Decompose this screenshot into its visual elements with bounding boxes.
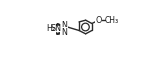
Text: N: N (61, 28, 67, 37)
Text: H₂N: H₂N (46, 24, 61, 33)
Text: S: S (50, 24, 55, 33)
Text: O: O (95, 16, 102, 25)
Text: N: N (61, 21, 67, 30)
Text: CH₃: CH₃ (105, 16, 119, 25)
